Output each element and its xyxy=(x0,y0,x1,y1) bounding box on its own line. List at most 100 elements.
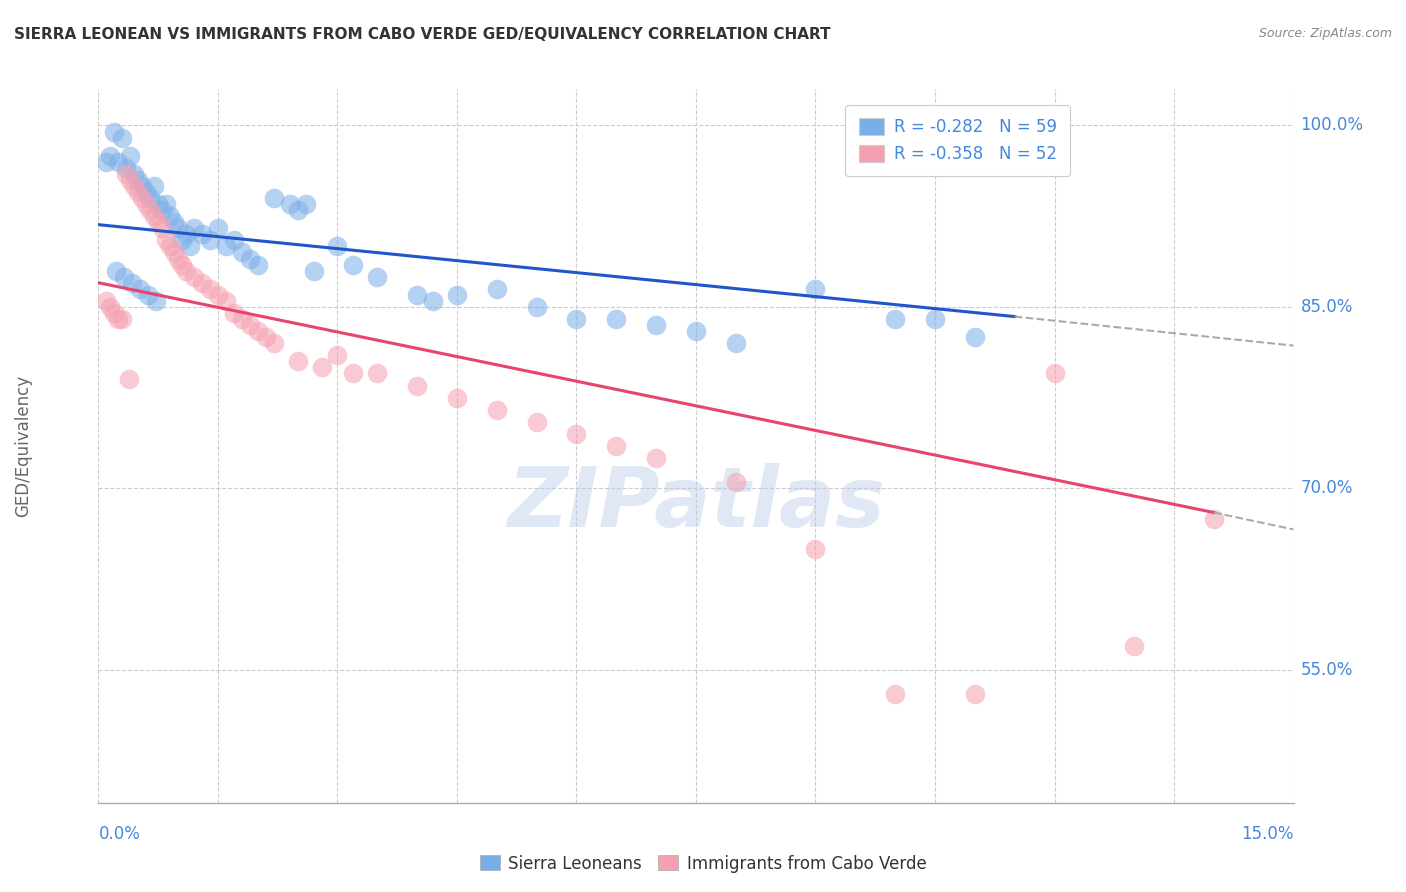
Point xyxy=(135,185,157,199)
Point xyxy=(150,203,173,218)
Point xyxy=(605,439,627,453)
Point xyxy=(326,348,349,362)
Point xyxy=(163,245,186,260)
Point xyxy=(526,300,548,314)
Point xyxy=(143,178,166,193)
Point xyxy=(179,239,201,253)
Point xyxy=(112,269,135,284)
Point xyxy=(124,178,146,193)
Point xyxy=(148,197,170,211)
Point xyxy=(294,197,316,211)
Point xyxy=(159,209,181,223)
Point xyxy=(287,203,309,218)
Point xyxy=(143,209,166,223)
Point xyxy=(128,282,150,296)
Point xyxy=(446,288,468,302)
Point xyxy=(172,233,194,247)
Point xyxy=(884,312,907,326)
Point xyxy=(139,203,162,218)
Point xyxy=(222,233,245,247)
Point xyxy=(342,258,364,272)
Point xyxy=(155,197,177,211)
Point xyxy=(121,276,143,290)
Point xyxy=(107,312,129,326)
Point xyxy=(139,191,162,205)
Point xyxy=(174,227,197,242)
Point xyxy=(311,360,333,375)
Legend: R = -0.282   N = 59, R = -0.358   N = 52: R = -0.282 N = 59, R = -0.358 N = 52 xyxy=(845,104,1070,176)
Point xyxy=(222,306,245,320)
Point xyxy=(167,221,190,235)
Point xyxy=(963,687,986,701)
Point xyxy=(422,293,444,308)
Point xyxy=(685,324,707,338)
Point xyxy=(198,233,221,247)
Point xyxy=(278,197,301,211)
Point xyxy=(804,282,827,296)
Point xyxy=(167,252,190,266)
Text: 15.0%: 15.0% xyxy=(1241,825,1294,843)
Point xyxy=(263,336,285,351)
Point xyxy=(215,293,238,308)
Point xyxy=(884,687,907,701)
Text: 85.0%: 85.0% xyxy=(1301,298,1353,316)
Point xyxy=(98,300,122,314)
Point xyxy=(183,221,205,235)
Point xyxy=(1202,511,1225,525)
Point xyxy=(207,221,229,235)
Point xyxy=(159,239,181,253)
Point xyxy=(526,415,548,429)
Point xyxy=(172,258,194,272)
Point xyxy=(302,263,325,277)
Point xyxy=(287,354,309,368)
Point xyxy=(96,293,118,308)
Text: 100.0%: 100.0% xyxy=(1301,117,1364,135)
Point xyxy=(150,221,173,235)
Point xyxy=(485,402,508,417)
Point xyxy=(366,269,388,284)
Point xyxy=(924,312,946,326)
Point xyxy=(804,541,827,556)
Point xyxy=(724,336,747,351)
Point xyxy=(174,263,197,277)
Point xyxy=(104,263,127,277)
Point xyxy=(239,252,262,266)
Point xyxy=(136,288,159,302)
Point xyxy=(131,191,153,205)
Point xyxy=(246,258,269,272)
Point xyxy=(127,173,149,187)
Text: 0.0%: 0.0% xyxy=(98,825,141,843)
Point xyxy=(485,282,508,296)
Text: ZIPatlas: ZIPatlas xyxy=(508,463,884,543)
Point xyxy=(1043,367,1066,381)
Point xyxy=(107,154,129,169)
Point xyxy=(163,215,186,229)
Legend: Sierra Leoneans, Immigrants from Cabo Verde: Sierra Leoneans, Immigrants from Cabo Ve… xyxy=(472,848,934,880)
Point xyxy=(215,239,238,253)
Point xyxy=(115,167,138,181)
Point xyxy=(565,312,588,326)
Point xyxy=(605,312,627,326)
Point xyxy=(118,372,141,386)
Point xyxy=(120,173,142,187)
Point xyxy=(111,312,134,326)
Point xyxy=(103,124,125,138)
Text: Source: ZipAtlas.com: Source: ZipAtlas.com xyxy=(1258,27,1392,40)
Point xyxy=(155,233,177,247)
Point xyxy=(111,130,134,145)
Text: 55.0%: 55.0% xyxy=(1301,661,1353,679)
Point xyxy=(145,293,167,308)
Point xyxy=(96,154,118,169)
Point xyxy=(326,239,349,253)
Text: 70.0%: 70.0% xyxy=(1301,479,1353,498)
Point xyxy=(127,185,149,199)
Point xyxy=(724,475,747,490)
Text: SIERRA LEONEAN VS IMMIGRANTS FROM CABO VERDE GED/EQUIVALENCY CORRELATION CHART: SIERRA LEONEAN VS IMMIGRANTS FROM CABO V… xyxy=(14,27,831,42)
Point xyxy=(645,318,668,332)
Point xyxy=(254,330,277,344)
Text: GED/Equivalency: GED/Equivalency xyxy=(14,375,32,517)
Point xyxy=(231,245,253,260)
Point xyxy=(1123,639,1146,653)
Point xyxy=(406,288,429,302)
Point xyxy=(115,161,138,175)
